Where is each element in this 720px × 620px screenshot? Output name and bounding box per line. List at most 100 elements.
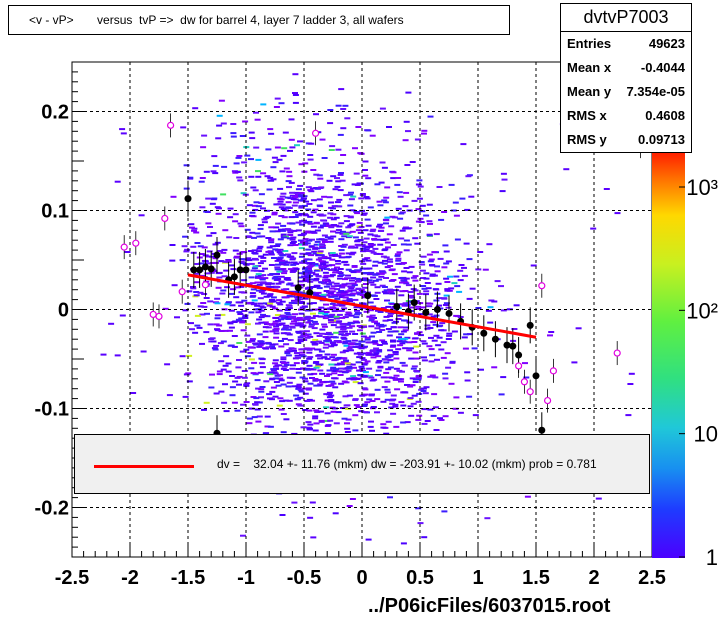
density-cell [387,349,394,352]
density-cell [299,354,306,357]
density-cell [385,246,391,249]
density-cell [415,305,421,308]
density-cell [446,332,453,335]
density-cell [370,228,377,231]
density-cell [247,351,254,354]
density-cell [379,270,386,273]
density-cell [365,351,372,354]
density-cell [252,342,259,345]
density-cell [346,347,353,350]
density-cell [216,124,223,127]
density-cell [386,334,393,337]
density-cell [285,201,292,204]
density-cell [461,274,468,277]
density-cell [262,336,269,339]
density-cell [471,347,478,350]
density-cell [288,301,295,304]
density-cell [285,318,292,320]
stats-value: -0.4044 [640,60,685,75]
density-cell [442,372,449,375]
density-cell [317,250,324,253]
density-cell [403,191,410,194]
density-cell [383,277,389,279]
density-cell [232,249,239,252]
density-cell [426,305,433,308]
density-cell [323,274,330,277]
density-cell [244,334,251,337]
density-cell [433,314,440,317]
density-cell [408,357,415,360]
density-cell [312,361,319,364]
density-cell [226,236,233,239]
density-cell [427,260,434,263]
density-cell [380,400,387,403]
density-cell [364,257,371,260]
density-cell [255,205,262,208]
density-cell [360,290,366,293]
density-cell [328,399,335,401]
density-cell [322,222,329,225]
density-cell [397,314,404,317]
density-cell [296,316,303,319]
density-cell [241,376,248,379]
density-cell [361,241,368,244]
density-cell [275,282,282,285]
density-cell [372,353,379,356]
density-cell [319,243,326,246]
density-cell [385,420,392,423]
density-cell [329,252,336,254]
density-cell [356,356,363,359]
density-cell [255,387,262,390]
density-cell [355,244,362,247]
density-cell [359,332,366,335]
density-cell [390,279,397,281]
density-cell [324,412,331,415]
density-cell [218,360,225,363]
density-cell [234,409,241,412]
density-cell [253,111,259,114]
density-cell [298,213,305,215]
density-cell [193,294,200,297]
density-cell [241,251,248,253]
density-cell [315,264,322,267]
density-cell [348,198,355,201]
density-cell [424,420,431,422]
density-cell [310,286,317,288]
density-cell [287,339,294,342]
density-cell [328,363,335,366]
density-cell [218,99,225,102]
density-cell [362,169,368,171]
density-cell [430,315,437,318]
density-cell [354,321,361,324]
density-cell [326,196,333,199]
density-cell [419,204,426,207]
density-cell [334,177,340,180]
density-cell [547,334,553,337]
density-cell [236,342,243,344]
density-cell [249,295,256,298]
density-cell [415,220,422,223]
density-cell [408,414,415,417]
density-cell [453,214,460,217]
density-cell [217,342,224,345]
density-cell [306,409,313,412]
density-cell [252,403,258,406]
density-cell [317,226,324,229]
density-cell [383,222,389,225]
density-cell [249,211,256,214]
density-cell [387,496,393,499]
density-cell [429,354,436,357]
density-cell [309,347,316,350]
x-tick-label: -2 [121,567,139,589]
density-cell [341,417,348,420]
density-cell [456,290,463,293]
density-cell [272,248,279,251]
density-cell [333,317,340,320]
density-cell [248,158,254,161]
density-cell [368,271,375,274]
density-cell [292,198,299,201]
palette-tick-label: 10 [694,422,718,447]
density-cell [419,269,426,272]
density-cell [399,290,406,293]
density-cell [283,364,290,366]
